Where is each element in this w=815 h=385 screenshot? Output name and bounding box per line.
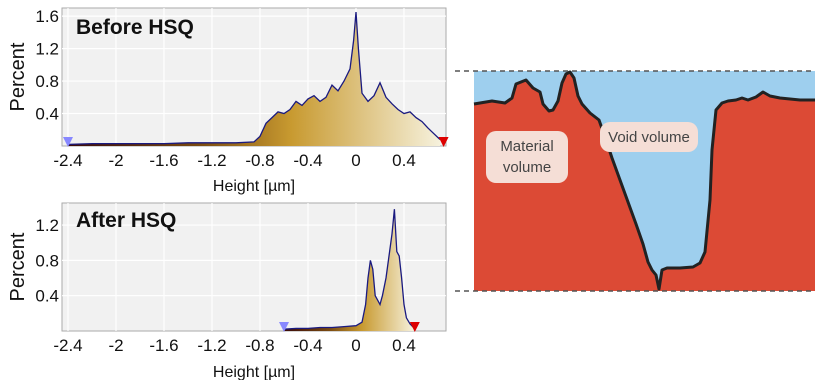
range-marker[interactable] xyxy=(438,137,449,147)
x-tick-label: -1.6 xyxy=(149,151,178,170)
x-tick-label: -0.4 xyxy=(293,151,322,170)
x-axis-label: Height [µm] xyxy=(213,178,295,195)
x-tick-label: 0 xyxy=(351,151,360,170)
x-tick-label: -2 xyxy=(108,151,123,170)
y-tick-labels: 0.4 0.8 1.2 xyxy=(35,216,59,306)
y-tick-label: 0.8 xyxy=(35,72,59,91)
range-markers xyxy=(63,137,449,147)
y-axis-label: Percent xyxy=(7,42,29,111)
range-marker[interactable] xyxy=(409,322,420,332)
chart-title: Before HSQ xyxy=(76,16,194,39)
x-tick-label: -0.8 xyxy=(245,336,274,355)
material-label-box xyxy=(486,131,568,183)
x-tick-label: -2.4 xyxy=(53,336,82,355)
after-hsq-histogram: -2.4 -2 -1.6 -1.2 -0.8 -0.4 0 0.4 0.4 0.8 1.2 Aft… xyxy=(7,202,447,381)
void-label-box xyxy=(600,122,698,152)
x-tick-label: 0 xyxy=(351,336,360,355)
x-tick-label: -1.2 xyxy=(197,151,226,170)
y-tick-label: 1.6 xyxy=(35,7,59,26)
chart-title: After HSQ xyxy=(76,209,176,232)
void-volume-label: Void volume xyxy=(608,129,690,146)
y-tick-label: 1.2 xyxy=(35,216,59,235)
surface-volume-diagram: Material volume Void volume xyxy=(455,70,815,292)
surface-profile-line xyxy=(473,70,815,291)
range-marker[interactable] xyxy=(63,137,73,147)
x-tick-label: -1.2 xyxy=(197,336,226,355)
x-tick-label: -1.6 xyxy=(149,336,178,355)
y-tick-labels: 0.4 0.8 1.2 1.6 xyxy=(35,7,59,123)
y-tick-label: 0.8 xyxy=(35,251,59,270)
x-tick-label: -0.8 xyxy=(245,151,274,170)
x-tick-labels: -2.4 -2 -1.6 -1.2 -0.8 -0.4 0 0.4 xyxy=(53,336,415,355)
histogram-fill xyxy=(68,12,440,146)
x-tick-label: -2.4 xyxy=(53,151,82,170)
histogram-line xyxy=(283,209,415,330)
x-tick-label: 0.4 xyxy=(392,151,416,170)
y-tick-label: 1.2 xyxy=(35,40,59,59)
histogram-line xyxy=(67,12,441,146)
range-markers xyxy=(279,322,420,332)
grid xyxy=(62,203,446,331)
x-axis-label: Height [µm] xyxy=(213,364,295,380)
y-tick-label: 0.4 xyxy=(35,287,59,306)
x-tick-label: -0.4 xyxy=(293,336,322,355)
x-tick-label: 0.4 xyxy=(392,336,416,355)
material-volume-label-line-1: Material xyxy=(500,138,553,155)
material-region xyxy=(474,72,815,291)
x-tick-label: -2 xyxy=(108,336,123,355)
x-tick-labels: -2.4 -2 -1.6 -1.2 -0.8 -0.4 0 0.4 xyxy=(53,151,415,170)
y-tick-label: 0.4 xyxy=(35,105,59,124)
material-volume-label-line-2: volume xyxy=(503,159,551,176)
before-hsq-histogram: -2.4 -2 -1.6 -1.2 -0.8 -0.4 0 0.4 0.40.81.21.6 … xyxy=(7,7,449,195)
range-marker[interactable] xyxy=(279,322,289,332)
y-axis-label: Percent xyxy=(7,232,29,301)
